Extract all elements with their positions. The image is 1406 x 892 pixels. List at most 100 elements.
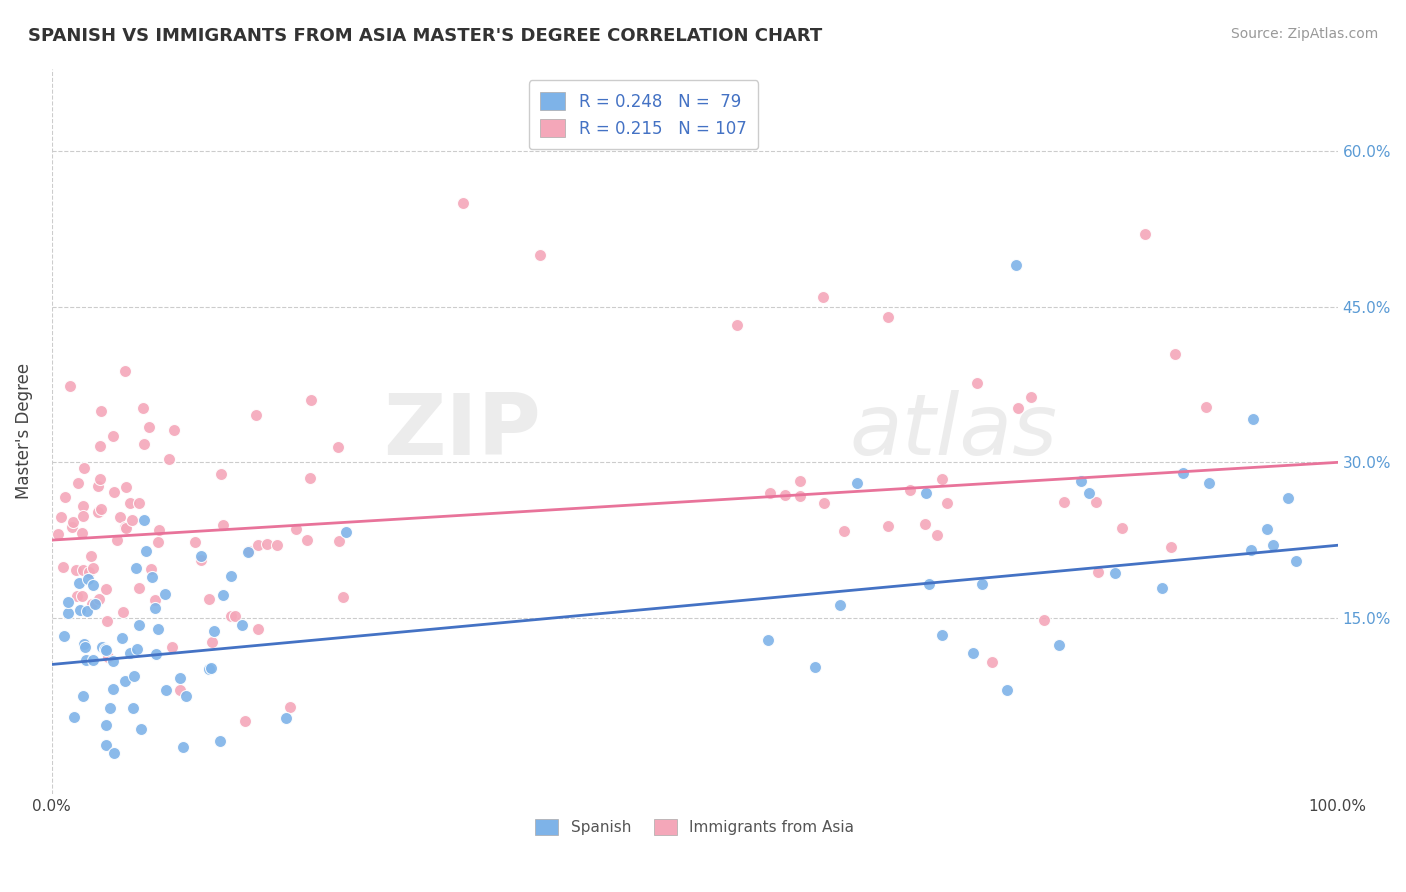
Point bbox=[60, 519, 83, 533]
Point bbox=[76, 604, 98, 618]
Point bbox=[190, 553, 212, 567]
Point bbox=[176, 689, 198, 703]
Point bbox=[231, 618, 253, 632]
Point bbox=[1164, 347, 1187, 361]
Point bbox=[172, 740, 194, 755]
Point bbox=[276, 711, 298, 725]
Point bbox=[108, 510, 131, 524]
Point bbox=[141, 570, 163, 584]
Point bbox=[212, 517, 235, 532]
Point bbox=[128, 581, 150, 595]
Point bbox=[72, 563, 94, 577]
Point bbox=[1256, 522, 1278, 536]
Point bbox=[127, 642, 149, 657]
Point bbox=[96, 614, 118, 628]
Point bbox=[925, 527, 948, 541]
Point bbox=[122, 669, 145, 683]
Point bbox=[101, 654, 124, 668]
Point bbox=[146, 535, 169, 549]
Point bbox=[155, 587, 177, 601]
Point bbox=[529, 248, 551, 262]
Point bbox=[139, 561, 162, 575]
Point bbox=[914, 516, 936, 531]
Point bbox=[931, 628, 953, 642]
Point bbox=[49, 509, 72, 524]
Point bbox=[89, 472, 111, 486]
Point bbox=[876, 310, 898, 325]
Point bbox=[278, 700, 301, 714]
Point bbox=[1053, 495, 1076, 509]
Point bbox=[328, 533, 350, 548]
Point bbox=[97, 649, 120, 664]
Point bbox=[970, 577, 993, 591]
Point bbox=[73, 461, 96, 475]
Point bbox=[1150, 581, 1173, 595]
Point bbox=[157, 452, 180, 467]
Point bbox=[77, 566, 100, 580]
Point bbox=[148, 523, 170, 537]
Point bbox=[72, 508, 94, 523]
Text: atlas: atlas bbox=[849, 390, 1057, 473]
Point bbox=[89, 592, 111, 607]
Point bbox=[1019, 390, 1042, 404]
Point bbox=[256, 536, 278, 550]
Point bbox=[120, 496, 142, 510]
Point bbox=[115, 480, 138, 494]
Point bbox=[212, 588, 235, 602]
Point bbox=[1085, 495, 1108, 509]
Point bbox=[204, 624, 226, 639]
Point bbox=[82, 560, 104, 574]
Point bbox=[918, 577, 941, 591]
Point bbox=[129, 722, 152, 736]
Point bbox=[962, 646, 984, 660]
Point bbox=[335, 525, 357, 540]
Point bbox=[73, 640, 96, 654]
Point bbox=[115, 521, 138, 535]
Point bbox=[103, 746, 125, 760]
Point bbox=[245, 409, 267, 423]
Point bbox=[931, 472, 953, 486]
Point bbox=[190, 549, 212, 563]
Point bbox=[90, 403, 112, 417]
Point bbox=[201, 635, 224, 649]
Point bbox=[52, 560, 75, 574]
Point bbox=[846, 476, 869, 491]
Point bbox=[1277, 491, 1299, 505]
Point bbox=[299, 392, 322, 407]
Text: ZIP: ZIP bbox=[382, 390, 540, 473]
Point bbox=[200, 661, 222, 675]
Point bbox=[219, 568, 242, 582]
Point bbox=[134, 437, 156, 451]
Point bbox=[1241, 412, 1264, 426]
Point bbox=[100, 701, 122, 715]
Point bbox=[789, 490, 811, 504]
Point bbox=[898, 483, 921, 498]
Point bbox=[828, 598, 851, 612]
Point bbox=[915, 486, 938, 500]
Point bbox=[804, 659, 827, 673]
Point bbox=[70, 589, 93, 603]
Point bbox=[76, 572, 98, 586]
Point bbox=[813, 289, 835, 303]
Point bbox=[138, 420, 160, 434]
Point bbox=[75, 653, 97, 667]
Point bbox=[295, 533, 318, 548]
Point bbox=[247, 622, 270, 636]
Point bbox=[169, 671, 191, 685]
Point bbox=[155, 682, 177, 697]
Text: Source: ZipAtlas.com: Source: ZipAtlas.com bbox=[1230, 27, 1378, 41]
Point bbox=[87, 479, 110, 493]
Point bbox=[332, 590, 354, 604]
Point bbox=[121, 513, 143, 527]
Point bbox=[46, 526, 69, 541]
Point bbox=[101, 428, 124, 442]
Point bbox=[118, 646, 141, 660]
Point bbox=[72, 526, 94, 541]
Point bbox=[451, 196, 474, 211]
Point bbox=[82, 653, 104, 667]
Point bbox=[94, 718, 117, 732]
Point bbox=[298, 470, 321, 484]
Point bbox=[82, 578, 104, 592]
Point bbox=[219, 609, 242, 624]
Point bbox=[832, 524, 855, 538]
